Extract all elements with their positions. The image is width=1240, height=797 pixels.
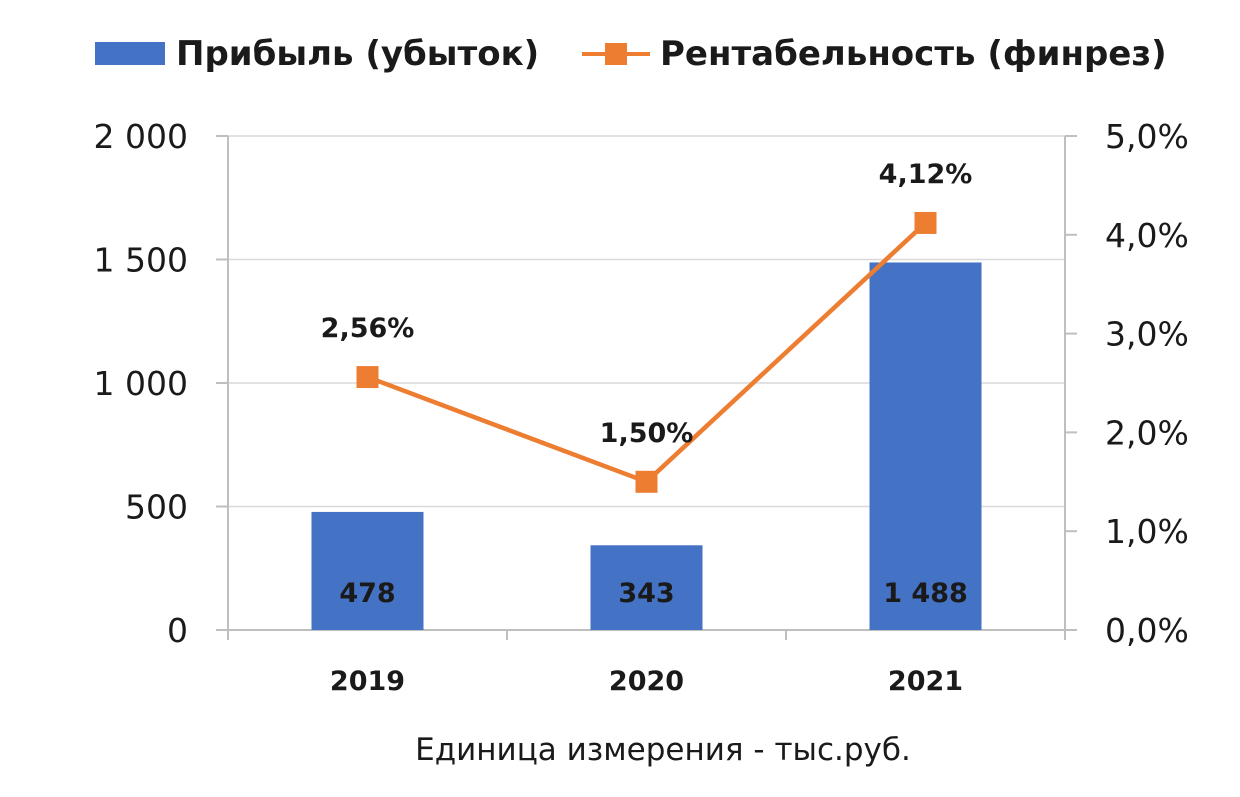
left-axis-tick-label: 1 500 <box>94 241 188 280</box>
legend-bar-label: Прибыль (убыток) <box>176 34 539 74</box>
legend-line-marker <box>605 43 627 65</box>
line-marker <box>914 211 937 234</box>
bar <box>311 511 424 630</box>
category-label: 2021 <box>888 666 963 697</box>
x-axis: 2019 2020 2021 <box>227 629 1066 697</box>
category-label: 2019 <box>330 666 405 697</box>
right-axis-tick-label: 0,0% <box>1105 611 1189 650</box>
right-axis: 0,0% 1,0% 2,0% 3,0% 4,0% 5,0% <box>1064 117 1189 650</box>
left-axis-tick-label: 0 <box>167 611 188 650</box>
bar-data-label: 478 <box>339 578 395 609</box>
legend: Прибыль (убыток) Рентабельность (финрез) <box>95 34 1167 74</box>
bar-data-label: 1 488 <box>883 578 968 609</box>
bar <box>869 262 982 630</box>
category-label: 2020 <box>609 666 684 697</box>
left-axis: 0 500 1 000 1 500 2 000 <box>94 117 229 650</box>
bar <box>590 545 703 630</box>
left-axis-tick-label: 2 000 <box>94 117 188 156</box>
right-axis-tick-label: 1,0% <box>1105 512 1189 551</box>
line-data-label: 2,56% <box>321 313 415 344</box>
line-marker <box>635 470 658 493</box>
line-series: 2,56% 1,50% 4,12% <box>321 159 973 493</box>
right-axis-tick-label: 2,0% <box>1105 413 1189 452</box>
legend-bar-swatch <box>95 42 165 65</box>
legend-line-label: Рентабельность (финрез) <box>660 34 1167 74</box>
left-axis-tick-label: 500 <box>125 488 188 527</box>
line-marker <box>356 366 379 389</box>
right-axis-tick-label: 4,0% <box>1105 216 1189 255</box>
unit-note: Единица измерения - тыс.руб. <box>415 732 911 768</box>
right-axis-tick-label: 5,0% <box>1105 117 1189 156</box>
line-data-label: 1,50% <box>600 418 694 449</box>
left-axis-tick-label: 1 000 <box>94 364 188 403</box>
bar-series: 478 343 1 488 <box>311 262 982 630</box>
right-axis-tick-label: 3,0% <box>1105 315 1189 354</box>
line-data-label: 4,12% <box>879 159 973 190</box>
bar-data-label: 343 <box>618 578 674 609</box>
